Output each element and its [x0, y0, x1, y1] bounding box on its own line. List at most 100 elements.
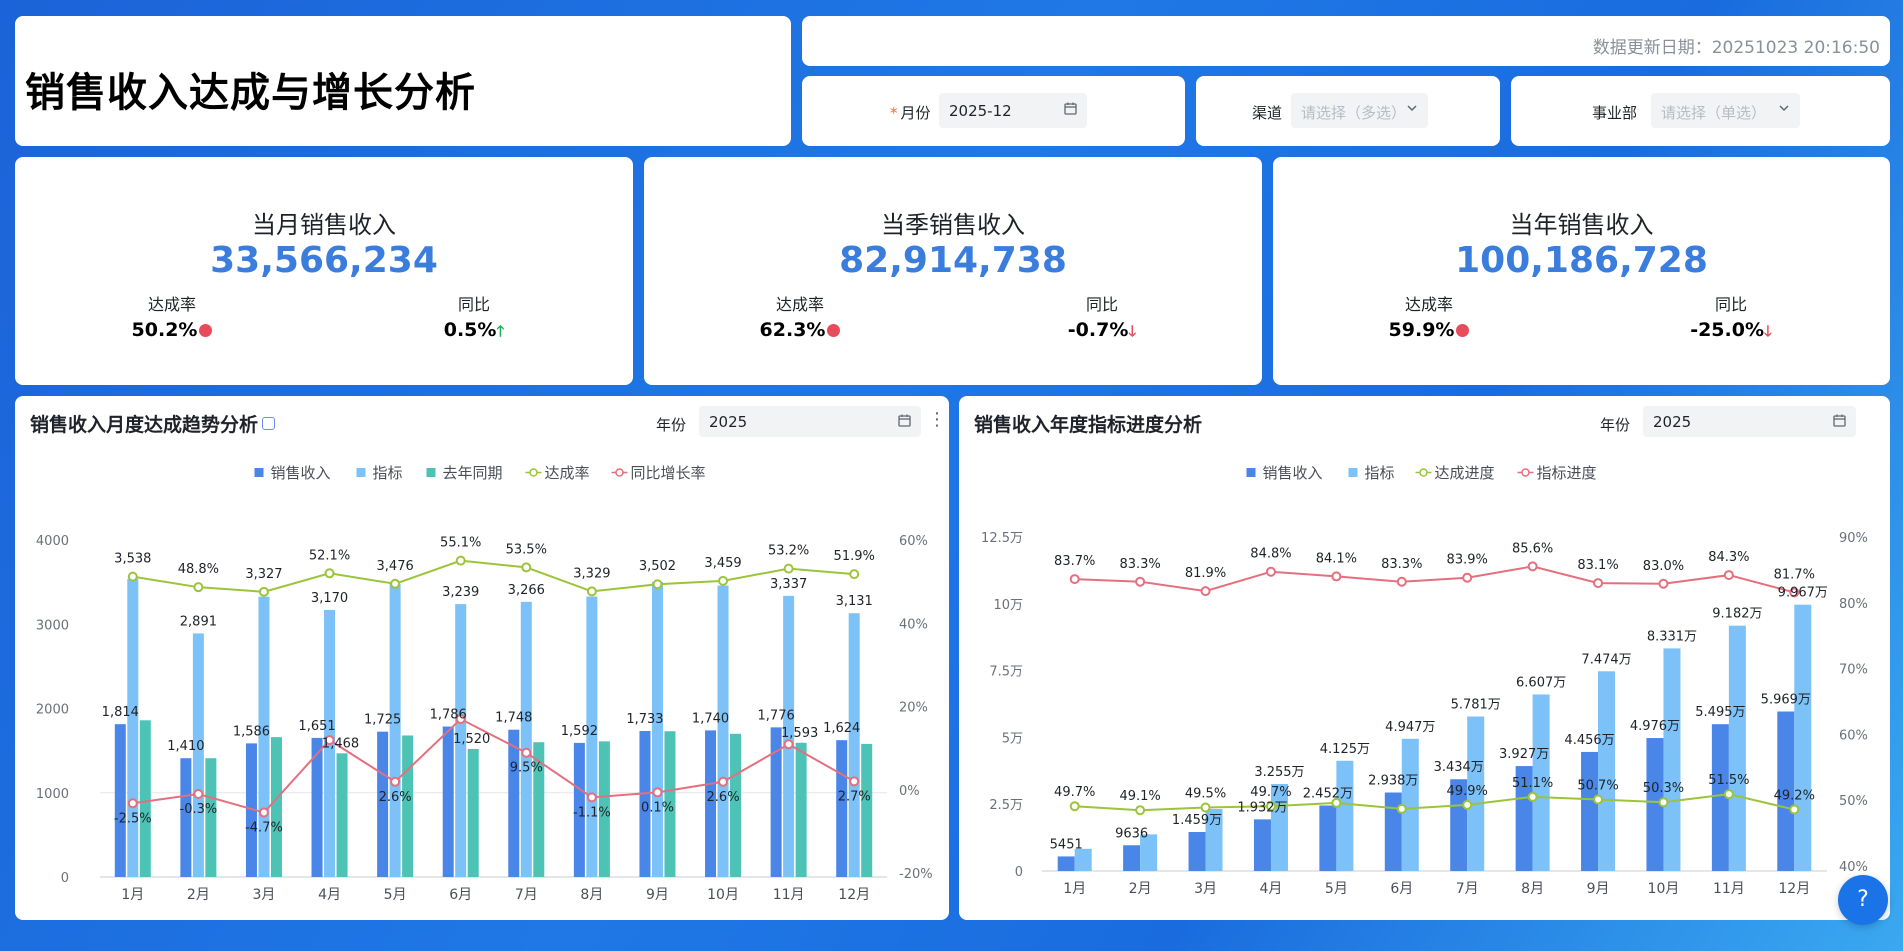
- legend-label: 去年同期: [443, 464, 503, 482]
- data-label: 5.969万: [1761, 693, 1811, 708]
- bar: [180, 758, 192, 877]
- division-select[interactable]: 请选择（单选）: [1651, 93, 1800, 128]
- x-axis-tick-label: 10月: [1648, 881, 1680, 897]
- kpi-card-year: 当年销售收入 100,186,728 达成率 59.9% 同比 -25.0%🡓: [1273, 157, 1890, 385]
- data-label: 3,239: [442, 585, 479, 600]
- kpi-rate-label: 达成率: [147, 295, 196, 314]
- y2-axis-tick-label: 60%: [1839, 728, 1868, 743]
- line-point: [586, 792, 597, 803]
- line-point: [1135, 805, 1146, 816]
- legend-marker: [615, 468, 624, 477]
- bar: [1384, 792, 1402, 871]
- data-label: 85.6%: [1512, 541, 1553, 556]
- line-point: [1723, 789, 1734, 800]
- series-line: [1074, 793, 1795, 812]
- line-point: [1789, 587, 1800, 598]
- legend-marker: [1521, 468, 1530, 477]
- x-axis-tick-label: 6月: [1390, 881, 1413, 897]
- y-axis-tick-label: 2000: [36, 703, 69, 718]
- month-picker[interactable]: 2025-12: [939, 93, 1087, 128]
- bar: [520, 601, 532, 877]
- x-axis-tick-label: 4月: [1259, 881, 1282, 897]
- kpi-rate-value: 59.9%: [1359, 319, 1499, 341]
- bar: [664, 731, 676, 877]
- update-card: 数据更新日期：20251023 20:16:50: [802, 16, 1890, 66]
- bar: [1777, 711, 1795, 871]
- kpi-rate-value: 62.3%: [730, 319, 870, 341]
- legend-marker: [1348, 468, 1358, 477]
- bar: [258, 596, 270, 877]
- line-point: [1265, 566, 1276, 577]
- line-point: [324, 735, 335, 746]
- bar: [1057, 856, 1075, 871]
- help-icon[interactable]: ?: [1838, 875, 1888, 925]
- line-point: [1593, 794, 1604, 805]
- channel-select[interactable]: 请选择（多选）: [1291, 93, 1428, 128]
- bar: [1794, 604, 1812, 871]
- line-point: [258, 586, 269, 597]
- kpi-yoy-label: 同比: [457, 295, 490, 314]
- bar: [467, 748, 479, 877]
- line-point: [324, 568, 335, 579]
- line-point: [1593, 578, 1604, 589]
- year-picker-value: 2025: [1653, 413, 1692, 431]
- x-axis-tick-label: 12月: [1778, 881, 1810, 897]
- line-point: [193, 582, 204, 593]
- x-axis-tick-label: 4月: [318, 887, 341, 903]
- data-label: 81.7%: [1774, 567, 1815, 582]
- line-point: [127, 798, 138, 809]
- bar: [336, 753, 348, 877]
- data-label: 2.6%: [379, 790, 412, 805]
- data-label: 83.3%: [1381, 557, 1422, 572]
- data-label: 49.2%: [1774, 789, 1815, 804]
- x-axis-tick-label: 3月: [1194, 881, 1217, 897]
- x-axis-tick-label: 9月: [646, 887, 669, 903]
- line-point: [1265, 801, 1276, 812]
- legend-marker: [1419, 468, 1428, 477]
- data-label: 1,733: [626, 712, 663, 727]
- kpi-title: 当季销售收入: [881, 211, 1025, 239]
- bar: [651, 581, 663, 877]
- kpi-rate-label: 达成率: [1404, 295, 1453, 314]
- chevron-down-icon: [1778, 102, 1790, 118]
- legend-label: 达成率: [545, 464, 590, 482]
- x-axis-tick-label: 11月: [773, 887, 805, 903]
- x-axis-tick-label: 5月: [1325, 881, 1348, 897]
- y-axis-tick-label: 3000: [36, 618, 69, 633]
- info-icon[interactable]: [262, 417, 276, 430]
- data-label: 4.125万: [1320, 742, 1370, 757]
- data-label: 3,538: [114, 552, 151, 567]
- year-picker[interactable]: 2025: [1643, 406, 1856, 437]
- x-axis-tick-label: 1月: [1063, 881, 1086, 897]
- data-label: 2.452万: [1303, 786, 1353, 801]
- year-picker[interactable]: 2025: [699, 406, 921, 437]
- bar: [1401, 738, 1419, 871]
- line-point: [1658, 797, 1669, 808]
- x-axis-tick-label: 7月: [515, 887, 538, 903]
- data-label: 83.1%: [1577, 558, 1618, 573]
- line-point: [521, 747, 532, 758]
- line-point: [783, 563, 794, 574]
- data-label: 1,593: [781, 726, 818, 741]
- data-label: 4.976万: [1630, 719, 1680, 734]
- bar: [783, 595, 795, 877]
- kpi-yoy-value: -25.0%🡓: [1690, 319, 1772, 341]
- bar: [377, 731, 389, 877]
- x-axis-tick-label: 6月: [449, 887, 472, 903]
- data-label: 1,468: [322, 736, 359, 751]
- bar: [127, 578, 139, 877]
- data-label: 3.255万: [1254, 765, 1304, 780]
- bar: [705, 730, 717, 877]
- bar: [442, 726, 454, 877]
- series-line: [132, 559, 855, 593]
- data-label: 51.5%: [1708, 773, 1749, 788]
- y2-axis-tick-label: 40%: [1839, 860, 1868, 875]
- bar: [1188, 832, 1206, 871]
- more-options-icon[interactable]: ⋮: [928, 409, 946, 430]
- legend-marker: [254, 468, 264, 477]
- y2-axis-tick-label: 70%: [1839, 663, 1868, 678]
- data-label: 3,170: [311, 591, 348, 606]
- line-point: [1331, 571, 1342, 582]
- bar: [717, 585, 729, 877]
- data-label: 81.9%: [1185, 566, 1226, 581]
